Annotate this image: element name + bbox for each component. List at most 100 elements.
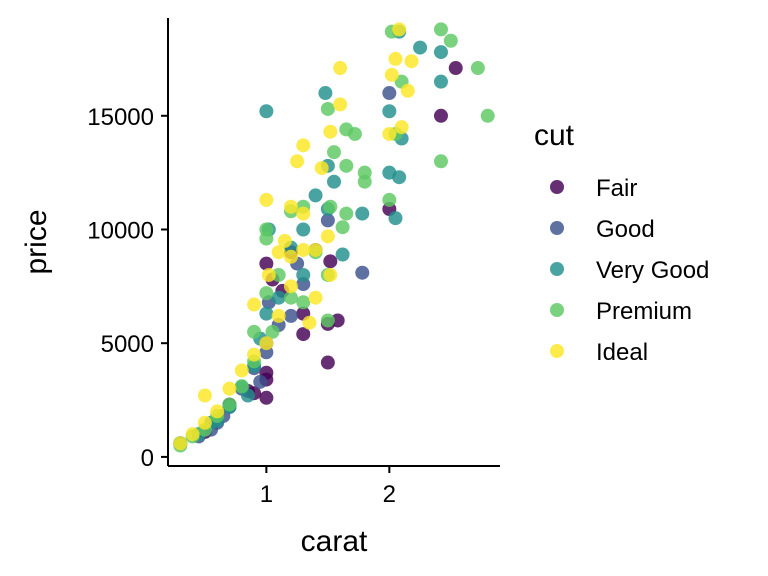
legend-item-fair: Fair [550,175,637,202]
legend-label: Premium [596,298,692,325]
data-point-ideal [197,415,212,430]
data-point-fair [330,313,345,328]
y-tick-label: 0 [141,445,154,472]
data-point-ideal [210,404,225,419]
data-point-very-good [259,104,274,119]
points-layer [173,22,495,453]
data-point-ideal [283,279,298,294]
data-point-premium [259,231,274,246]
data-point-very-good [413,40,428,55]
data-point-premium [247,324,262,339]
y-tick-label: 15000 [87,104,154,131]
data-point-premium [265,324,280,339]
data-point-ideal [290,154,305,169]
y-tick-label: 10000 [87,217,154,244]
data-point-ideal [392,22,407,37]
data-point-ideal [247,297,262,312]
data-point-premium [335,220,350,235]
data-point-ideal [404,54,419,69]
data-point-ideal [271,308,286,323]
data-point-premium [433,22,448,37]
data-point-good [382,86,397,101]
data-point-ideal [271,245,286,260]
x-tick-label: 2 [383,481,396,508]
data-point-ideal [308,290,323,305]
data-point-very-good [296,267,311,282]
data-point-premium [357,165,372,180]
legend-key [550,344,564,358]
data-point-good [320,213,335,228]
data-point-ideal [197,388,212,403]
data-point-ideal [259,192,274,207]
data-point-very-good [392,170,407,185]
data-point-premium [234,379,249,394]
legend-label: Good [596,216,655,243]
data-point-fair [259,390,274,405]
data-point-very-good [259,306,274,321]
data-point-ideal [222,381,237,396]
x-axis-title: carat [301,525,368,558]
data-point-premium [259,286,274,301]
data-point-premium [347,126,362,141]
legend-item-ideal: Ideal [550,339,648,366]
data-point-ideal [382,126,397,141]
data-point-very-good [318,86,333,101]
data-point-ideal [314,161,329,176]
data-point-ideal [234,363,249,378]
data-point-ideal [173,436,188,451]
data-point-ideal [333,97,348,112]
y-axis-title: price [20,209,53,274]
series-ideal [173,22,419,451]
data-point-fair [296,327,311,342]
legend-items: Fair Good Very Good Premium Ideal [550,175,709,366]
data-point-very-good [388,211,403,226]
data-point-ideal [261,267,276,282]
x-tick-label: 1 [260,481,273,508]
data-point-good [253,374,268,389]
data-point-ideal [333,61,348,76]
y-tick-label: 5000 [101,331,154,358]
legend-title: cut [534,119,575,152]
data-point-ideal [296,138,311,153]
data-point-fair [259,256,274,271]
data-point-ideal [394,120,409,135]
data-point-ideal [296,206,311,221]
data-point-very-good [355,206,370,221]
data-point-premium [327,145,341,160]
data-point-ideal [296,242,311,257]
data-point-fair [448,61,463,76]
data-point-premium [323,199,338,214]
legend-item-good: Good [550,216,655,243]
data-point-very-good [327,174,341,189]
data-point-very-good [433,74,448,89]
legend-label: Very Good [596,257,709,284]
data-point-premium [470,61,485,76]
data-point-premium [283,290,298,305]
axis-ticks: 1 2 0 5000 10000 15000 [87,104,396,508]
data-point-ideal [400,83,415,98]
data-point-premium [339,206,354,221]
legend-key [550,221,564,235]
legend-item-very-good: Very Good [550,257,709,284]
data-point-very-good [382,104,397,119]
data-point-premium [443,33,458,48]
data-point-ideal [308,242,323,257]
legend-key [550,262,564,276]
legend: cut Fair Good Very Good Premium Ideal [534,119,709,366]
data-point-premium [320,313,335,328]
data-point-fair [323,254,338,269]
data-point-premium [222,397,237,412]
data-point-premium [296,295,311,310]
data-point-good [355,265,370,280]
data-point-ideal [302,315,317,330]
data-point-fair [433,108,448,123]
data-point-ideal [388,51,403,66]
legend-item-premium: Premium [550,298,692,325]
data-point-ideal [283,249,298,264]
legend-label: Fair [596,175,637,202]
data-point-premium [271,267,286,282]
data-point-ideal [259,336,274,351]
data-point-very-good [433,45,448,60]
data-point-premium [433,154,448,169]
data-point-ideal [277,233,292,248]
